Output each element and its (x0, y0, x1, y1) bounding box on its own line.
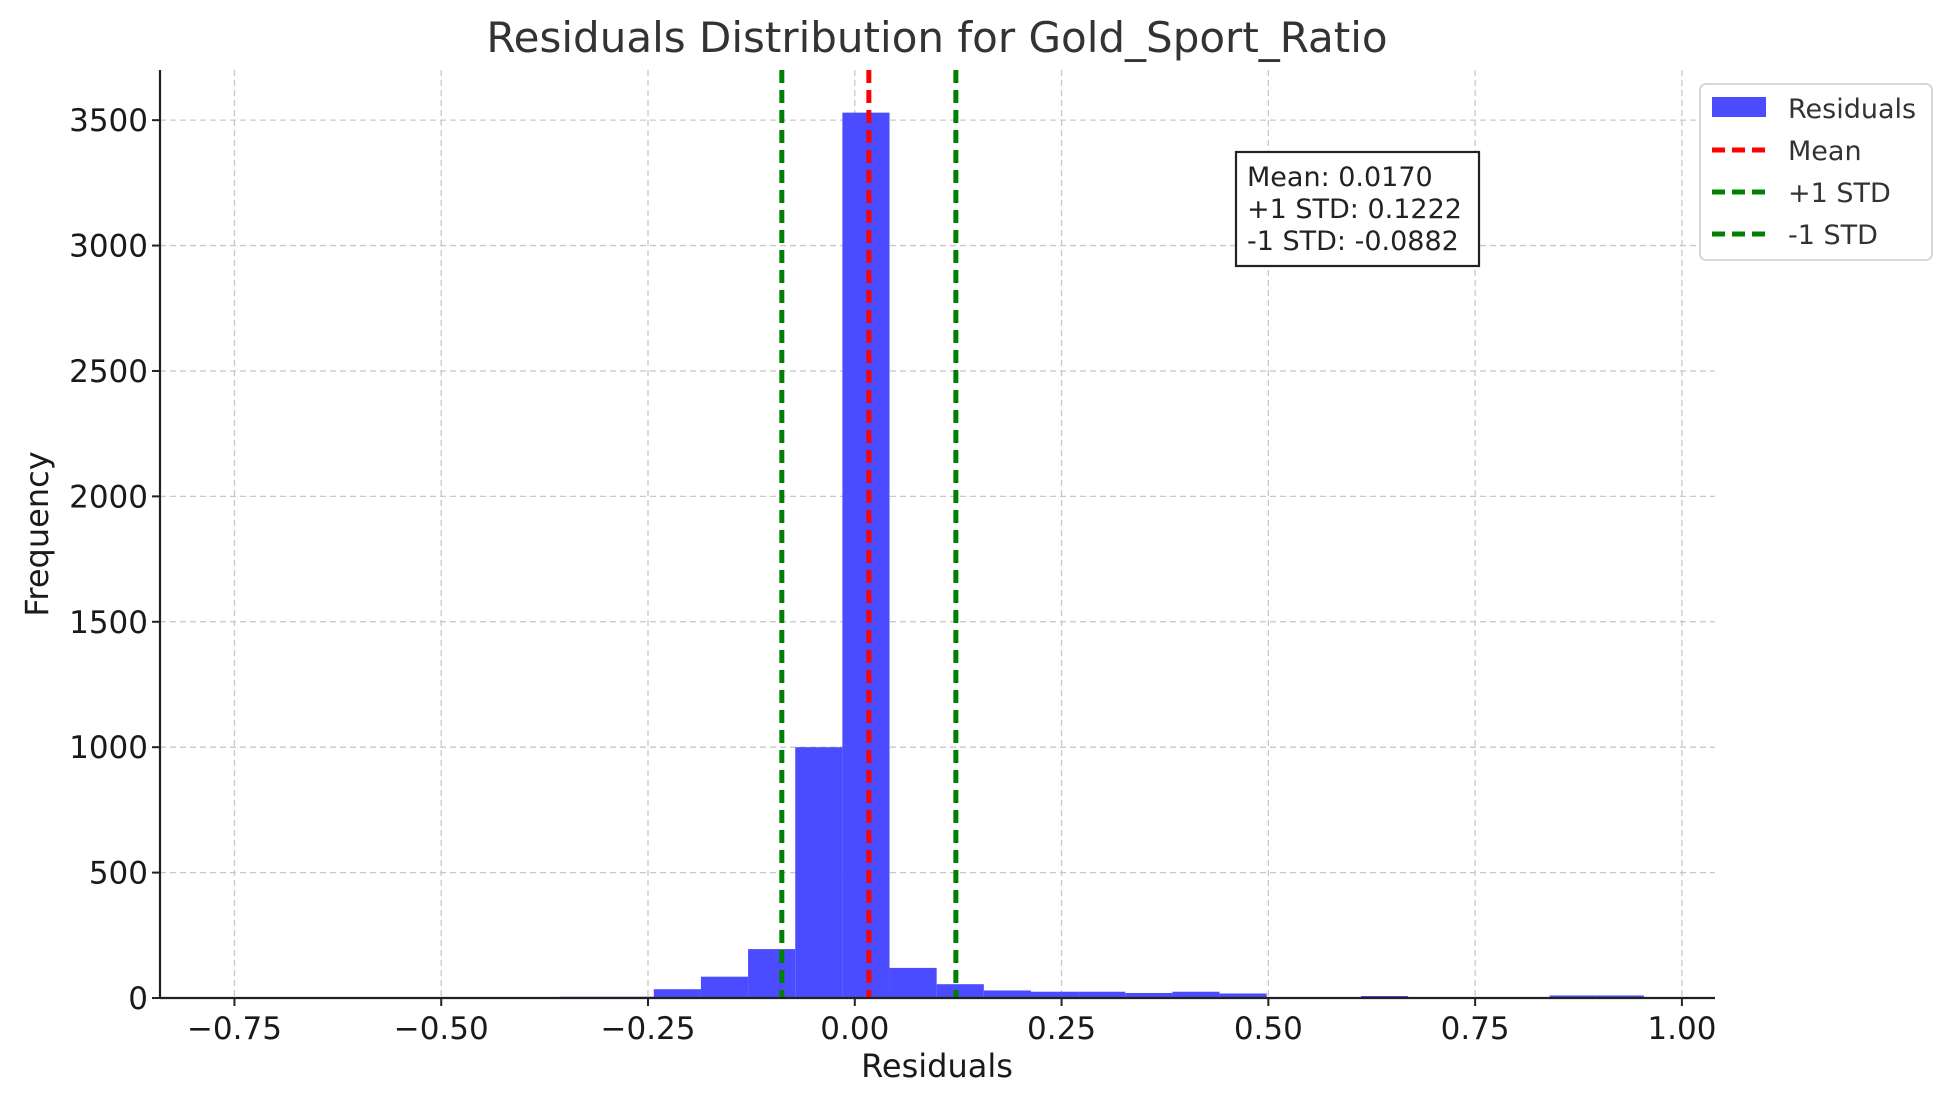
y-tick-label-5: 2500 (69, 354, 148, 390)
x-tick-label-1: −0.50 (394, 1011, 489, 1047)
histogram-bar-6 (842, 112, 890, 999)
reference-lines (779, 70, 959, 998)
legend-label-mean: Mean (1788, 136, 1862, 167)
histogram-bar-14 (1219, 993, 1267, 998)
y-tick-label-4: 2000 (69, 479, 148, 515)
histogram-bar-3 (700, 976, 749, 998)
histogram-bar-4 (748, 949, 796, 998)
x-tick-label-7: 1.00 (1647, 1011, 1716, 1047)
y-ticks: 0 500 1000 1500 2000 2500 3000 3500 (69, 103, 160, 1017)
x-axis-label: Residuals (861, 1047, 1013, 1085)
histogram-bar-22 (1596, 995, 1644, 998)
stats-box-frame (1234, 150, 1481, 268)
y-axis-label: Frequency (18, 451, 56, 616)
stats-mean-text: Mean: 0.0170 (1247, 162, 1433, 193)
legend-label-plus-std: +1 STD (1788, 178, 1891, 209)
histogram-bar-12 (1125, 992, 1173, 998)
legend: Residuals Mean +1 STD -1 STD (1699, 83, 1933, 261)
histogram-bar-11 (1078, 991, 1126, 998)
histogram-bar-2 (653, 989, 701, 998)
y-tick-label-2: 1000 (69, 730, 148, 766)
x-tick-label-6: 0.75 (1441, 1011, 1510, 1047)
histogram-bar-13 (1172, 991, 1220, 998)
legend-label-minus-std: -1 STD (1788, 220, 1878, 251)
histogram-bar-8 (936, 984, 984, 998)
axes (158, 70, 1715, 1000)
y-tick-label-3: 1500 (69, 605, 148, 641)
y-tick-label-0: 0 (128, 981, 148, 1017)
x-tick-label-2: −0.25 (601, 1011, 696, 1047)
y-tick-label-6: 3000 (69, 229, 148, 265)
histogram-bar-5 (795, 747, 843, 998)
histogram-bar-21 (1549, 995, 1597, 998)
stats-plus-std-text: +1 STD: 0.1222 (1247, 194, 1462, 225)
x-tick-label-3: 0.00 (820, 1011, 889, 1047)
x-tick-label-0: −0.75 (187, 1011, 282, 1047)
x-tick-label-4: 0.25 (1027, 1011, 1096, 1047)
histogram-bar-10 (1030, 991, 1079, 998)
stats-minus-std-text: -1 STD: -0.0882 (1247, 226, 1459, 257)
y-tick-label-1: 500 (89, 856, 148, 892)
histogram-bars (559, 112, 1644, 999)
y-tick-label-7: 3500 (69, 103, 148, 139)
x-ticks: −0.75 −0.50 −0.25 0.00 0.25 0.50 0.75 1.00 (187, 998, 1716, 1047)
chart-title: Residuals Distribution for Gold_Sport_Ra… (486, 13, 1387, 62)
histogram-bar-7 (889, 967, 937, 998)
histogram-bar-9 (983, 990, 1031, 998)
legend-label-residuals: Residuals (1788, 94, 1916, 125)
x-tick-label-5: 0.50 (1234, 1011, 1303, 1047)
legend-frame (1699, 83, 1933, 261)
grid (160, 70, 1715, 998)
stats-box: Mean: 0.0170 +1 STD: 0.1222 -1 STD: -0.0… (1234, 150, 1481, 268)
legend-swatch-residuals (1712, 97, 1766, 117)
